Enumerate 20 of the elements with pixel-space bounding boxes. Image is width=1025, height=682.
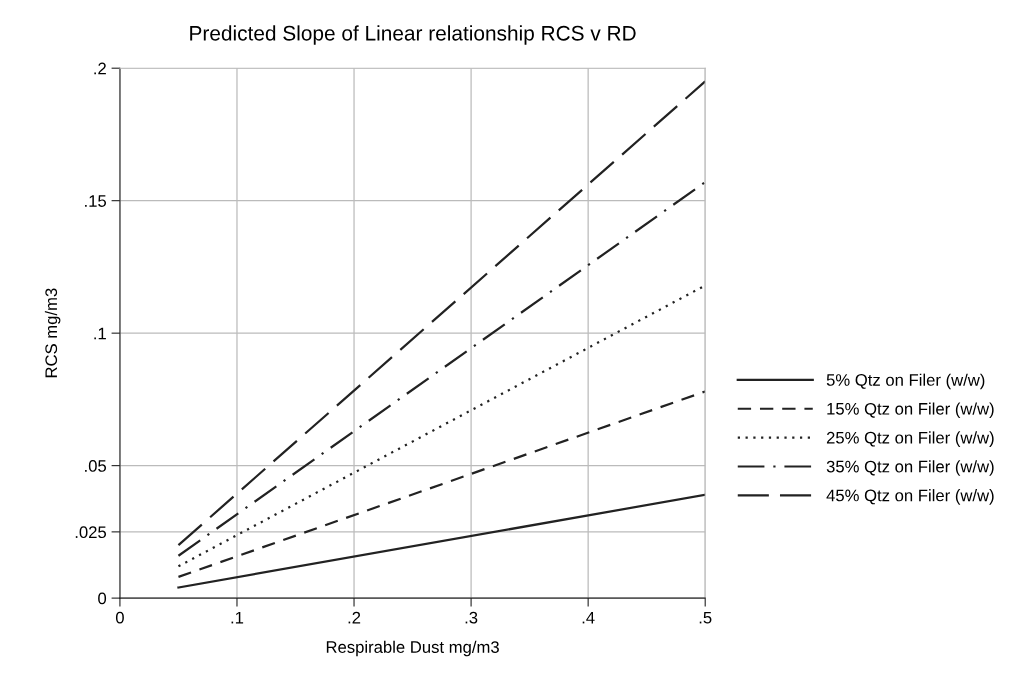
x-tick-label: 0 — [115, 611, 124, 624]
y-tick-label: .2 — [94, 62, 106, 75]
chart-title: Predicted Slope of Linear relationship RCS v RD — [190, 25, 636, 45]
legend-label: 5% Qtz on Filer (w/w) — [826, 373, 985, 390]
x-tick-label: .4 — [582, 611, 595, 624]
y-tick-label: 0 — [98, 592, 107, 605]
x-tick-label: .1 — [231, 611, 244, 624]
y-tick-label: .025 — [75, 526, 107, 539]
legend-label: 45% Qtz on Filer (w/w) — [826, 489, 994, 505]
x-tick-label: .3 — [465, 611, 478, 624]
y-tick-label: .05 — [85, 460, 107, 472]
legend-label: 25% Qtz on Filer (w/w) — [826, 431, 994, 447]
legend-label: 35% Qtz on Filer (w/w) — [826, 460, 994, 476]
y-axis-title: RCS mg/m3 — [44, 288, 61, 378]
x-tick-label: .2 — [348, 611, 361, 624]
y-tick-label: .15 — [85, 195, 107, 207]
x-tick-label: .5 — [699, 611, 712, 624]
legend-label: 15% Qtz on Filer (w/w) — [827, 402, 994, 419]
x-axis-title: Respirable Dust mg/m3 — [326, 640, 499, 657]
y-tick-label: .1 — [94, 327, 106, 340]
